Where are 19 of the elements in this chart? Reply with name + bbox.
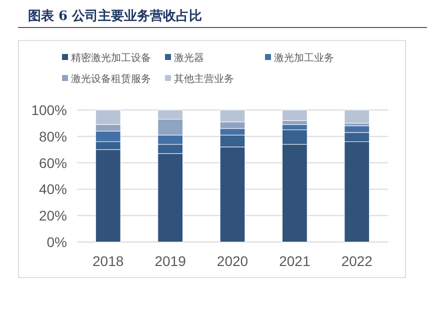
x-tick-label: 2022 xyxy=(341,253,373,269)
legend-label: 激光器 xyxy=(174,52,204,64)
chart-title: 图表 6 公司主要业务营收占比 xyxy=(28,8,202,24)
y-tick-label: 20% xyxy=(38,208,67,224)
x-tick-label: 2020 xyxy=(216,253,248,269)
bar xyxy=(344,110,370,124)
y-tick-label: 100% xyxy=(31,102,67,118)
x-tick-label: 2021 xyxy=(279,253,310,269)
y-tick-label: 40% xyxy=(38,181,67,198)
y-tick-label: 0% xyxy=(46,234,67,250)
x-tick-label: 2019 xyxy=(154,253,186,269)
y-tick-label: 60% xyxy=(38,154,67,171)
legend-label: 其他主营业务 xyxy=(174,73,234,85)
legend-label: 激光设备租赁服务 xyxy=(71,73,151,85)
legend-label: 精密激光加工设备 xyxy=(71,52,151,64)
x-tick-label: 2018 xyxy=(92,253,124,269)
y-tick-label: 80% xyxy=(38,128,67,144)
legend-label: 激光加工业务 xyxy=(274,52,334,64)
bar xyxy=(282,110,308,121)
